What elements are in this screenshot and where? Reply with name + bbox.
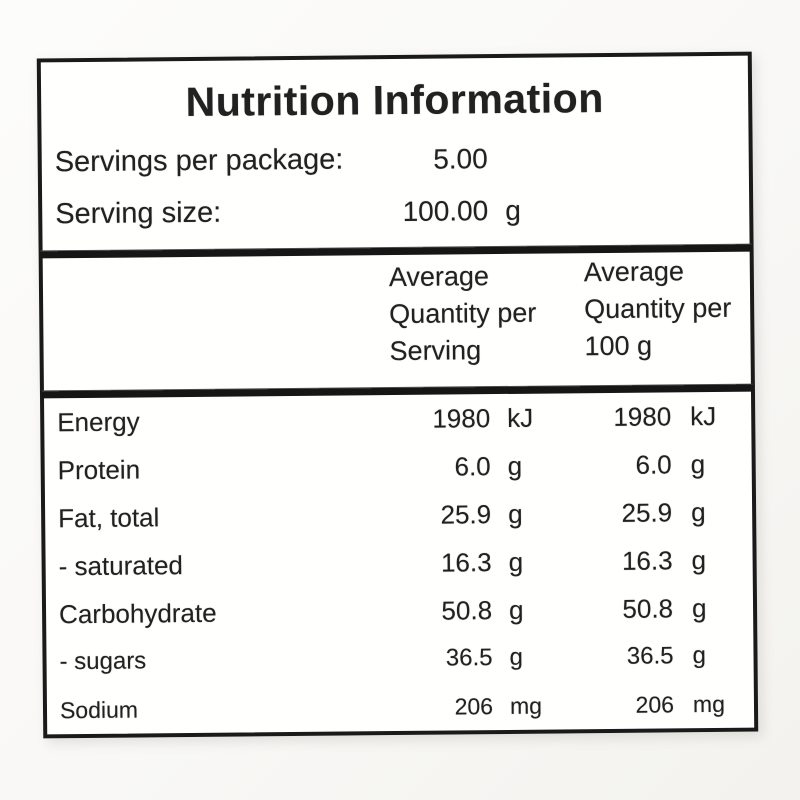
unit-per-serving: g [508, 546, 524, 577]
qty-per-100g: 6.0 [635, 448, 672, 480]
nutrition-label: Nutrition Information Servings per packa… [36, 51, 759, 739]
serving-size-unit: g [505, 194, 521, 226]
unit-per-100g: g [691, 544, 707, 575]
unit-per-100g: g [691, 592, 707, 623]
qty-per-serving: 50.8 [441, 594, 493, 626]
qty-per-serving: 6.0 [454, 450, 491, 481]
unit-per-serving: g [507, 498, 523, 529]
table-row-energy: Energy 1980 kJ 1980 kJ [44, 392, 751, 447]
qty-per-100g: 50.8 [622, 592, 674, 624]
qty-per-serving: 1980 [432, 402, 491, 434]
unit-per-serving: g [508, 594, 524, 625]
nutrient-name: Fat, total [58, 501, 160, 533]
unit-per-100g: g [690, 496, 706, 527]
nutrient-name: Sodium [59, 696, 139, 723]
column-header-per-serving-line2: Quantity per [389, 297, 537, 330]
unit-per-100g: kJ [690, 400, 717, 431]
table-row-fat-total: Fat, total 25.9 g 25.9 g [45, 488, 752, 543]
nutrient-name: - saturated [58, 549, 184, 581]
qty-per-serving: 25.9 [440, 498, 492, 530]
column-header-per-100g-line2: Quantity per [584, 292, 732, 325]
table-row-protein: Protein 6.0 g 6.0 g [44, 440, 751, 495]
qty-per-serving: 206 [454, 692, 494, 719]
servings-per-package-row: Servings per package: 5.00 [42, 140, 749, 183]
table-row-saturated: - saturated 16.3 g 16.3 g [45, 536, 752, 591]
unit-per-serving: mg [509, 692, 543, 719]
column-header-per-100g-line3: 100 g [584, 330, 653, 362]
unit-per-100g: mg [692, 690, 726, 717]
serving-size-row: Serving size: 100.00 g [42, 192, 749, 235]
column-header-per-serving: Average Quantity per Serving [389, 258, 537, 370]
serving-size-label: Serving size: [55, 196, 222, 231]
qty-per-100g: 1980 [613, 400, 672, 432]
qty-per-serving: 16.3 [440, 546, 492, 578]
unit-per-serving: g [507, 450, 523, 481]
qty-per-serving: 36.5 [445, 644, 493, 672]
nutrient-name: Carbohydrate [58, 597, 217, 629]
label-title: Nutrition Information [185, 75, 604, 126]
qty-per-100g: 16.3 [621, 544, 673, 576]
qty-per-100g: 36.5 [626, 642, 674, 670]
qty-per-100g: 25.9 [621, 496, 673, 528]
serving-size-value: 100.00 [402, 195, 489, 227]
unit-per-serving: kJ [507, 402, 534, 433]
column-header-per-100g: Average Quantity per 100 g [584, 253, 732, 365]
unit-per-100g: g [690, 448, 706, 479]
servings-per-package-label: Servings per package: [54, 143, 344, 179]
table-row-carbohydrate: Carbohydrate 50.8 g 50.8 g [46, 584, 753, 639]
column-header-per-serving-line1: Average [388, 261, 490, 293]
column-header-per-serving-line3: Serving [389, 335, 482, 367]
nutrient-name: Protein [57, 453, 141, 485]
table-row-sodium: Sodium 206 mg 206 mg [47, 680, 754, 735]
column-header-per-100g-line1: Average [583, 256, 685, 288]
nutrient-name: Energy [57, 405, 140, 437]
unit-per-serving: g [509, 643, 524, 671]
unit-per-100g: g [692, 642, 707, 670]
servings-per-package-value: 5.00 [433, 143, 488, 175]
table-row-sugars: - sugars 36.5 g 36.5 g [46, 632, 753, 687]
nutrient-table: Energy 1980 kJ 1980 kJ Protein 6.0 g 6.0… [44, 392, 754, 735]
qty-per-100g: 206 [635, 690, 675, 718]
nutrient-name: - sugars [59, 647, 147, 676]
